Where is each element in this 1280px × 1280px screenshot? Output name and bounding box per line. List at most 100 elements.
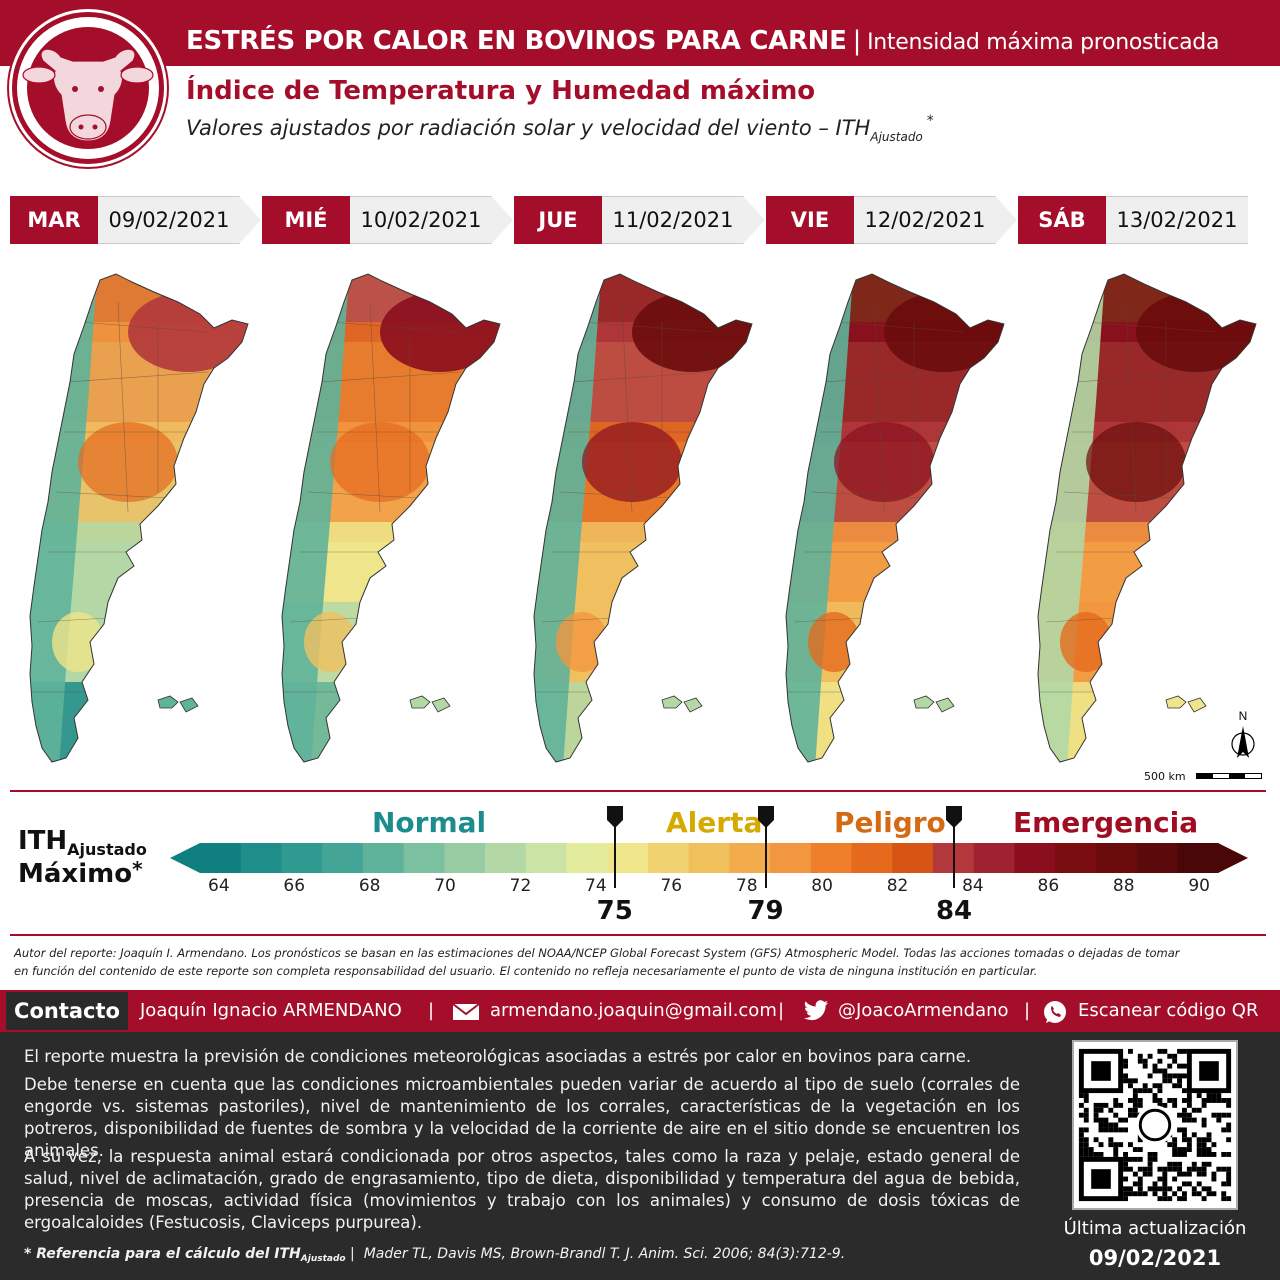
- scale-tick: 68: [358, 876, 381, 896]
- contact-email[interactable]: armendano.joaquin@gmail.com: [490, 1000, 777, 1021]
- whatsapp-icon: [1044, 1001, 1066, 1023]
- category-emergencia: Emergencia: [1013, 806, 1199, 839]
- last-updated-date: 09/02/2021: [1088, 1246, 1222, 1270]
- scale-tick: 74: [585, 876, 607, 896]
- map-scale: 500 km: [1144, 768, 1264, 784]
- day-date: 11/02/2021: [602, 196, 744, 244]
- header-bar: ESTRÉS POR CALOR EN BOVINOS PARA CARNE | I…: [0, 0, 1280, 66]
- color-swatch: [1055, 843, 1097, 873]
- day-date: 12/02/2021: [854, 196, 996, 244]
- cow-head-icon: [22, 48, 154, 142]
- svg-text:N: N: [1239, 709, 1248, 723]
- report-title: ESTRÉS POR CALOR EN BOVINOS PARA CARNE | I…: [186, 26, 1220, 56]
- threshold-value: 75: [596, 896, 633, 926]
- threshold-pin-icon: [757, 806, 774, 888]
- scale-tick: 88: [1112, 876, 1135, 896]
- color-swatch: [1136, 843, 1178, 873]
- threshold-marker: 75: [590, 800, 640, 926]
- color-swatch: [362, 843, 405, 873]
- report-subtitle: Índice de Temperatura y Humedad máximo: [186, 76, 816, 106]
- islands: [913, 695, 935, 709]
- forecast-days: MAR 09/02/2021 MIÉ 10/02/2021 JUE 11/02/202…: [10, 196, 1272, 244]
- info-paragraph-2: Debe tenerse en cuenta que las condicion…: [24, 1075, 1020, 1160]
- divider: [10, 790, 1266, 792]
- threshold-marker: 84: [929, 800, 979, 926]
- day-name: MIÉ: [262, 196, 350, 244]
- legend-title: ITHAjustado Máximo*: [18, 826, 147, 889]
- color-swatch: [810, 843, 853, 873]
- color-swatch: [1177, 843, 1219, 873]
- map-day-5: [1037, 273, 1257, 763]
- day-name: JUE: [514, 196, 602, 244]
- color-swatch: [1095, 843, 1138, 873]
- islands: [409, 695, 431, 709]
- cow-logo: [12, 12, 164, 164]
- islands: [157, 695, 179, 709]
- day-name: VIE: [766, 196, 854, 244]
- color-swatch: [973, 843, 1015, 873]
- disclaimer: Autor del reporte: Joaquín I. Armendano.…: [14, 946, 1180, 978]
- forecast-maps: [0, 262, 1280, 782]
- category-alerta: Alerta: [666, 806, 763, 839]
- scale-tick: 90: [1188, 876, 1210, 896]
- info-paragraph-1: El reporte muestra la previsión de condi…: [24, 1047, 972, 1066]
- north-arrow-icon: N: [1231, 709, 1255, 758]
- color-swatch: [688, 843, 730, 873]
- color-swatch: [485, 843, 527, 873]
- day-name: MAR: [10, 196, 98, 244]
- category-normal: Normal: [372, 806, 487, 839]
- color-swatch: [729, 843, 771, 873]
- scale-tick: 66: [283, 876, 306, 896]
- contact-twitter[interactable]: @JoacoArmendano: [838, 1000, 1009, 1021]
- category-peligro: Peligro: [834, 806, 946, 839]
- scale-tick: 84: [962, 876, 984, 896]
- day-name: SÁB: [1018, 196, 1106, 244]
- color-scale-bar: [170, 843, 1248, 873]
- islands: [1165, 695, 1187, 709]
- contact-qr-text: Escanear código QR: [1078, 1000, 1259, 1021]
- map-day-4: [785, 273, 1005, 763]
- color-swatch: [892, 843, 934, 873]
- scale-tick: 82: [886, 876, 909, 896]
- islands: [661, 695, 683, 709]
- color-swatch: [322, 843, 364, 873]
- info-panel: [0, 1032, 1280, 1280]
- threshold-value: 79: [747, 896, 784, 926]
- day-date: 10/02/2021: [350, 196, 492, 244]
- threshold-pin-icon: [606, 806, 623, 888]
- info-paragraph-3: A su vez, la respuesta animal estará con…: [24, 1147, 1020, 1232]
- threshold-marker: 79: [741, 800, 791, 926]
- color-swatch: [240, 843, 282, 873]
- map-day-1: [29, 273, 249, 763]
- color-swatch: [770, 843, 812, 873]
- qr-code[interactable]: [1072, 1040, 1238, 1210]
- color-swatch: [444, 843, 486, 873]
- scale-tick: 72: [509, 876, 532, 896]
- scale-tick: 80: [811, 876, 833, 896]
- threshold-pin-icon: [946, 806, 963, 888]
- scale-tick: 64: [208, 876, 230, 896]
- color-swatch: [851, 843, 893, 873]
- day-date: 09/02/2021: [98, 196, 240, 244]
- scale-tick: 76: [660, 876, 683, 896]
- last-updated-label: Última actualización: [1063, 1218, 1247, 1239]
- color-swatch: [200, 843, 242, 873]
- report-description: Valores ajustados por radiación solar y …: [186, 113, 934, 144]
- contact-label: Contacto: [6, 992, 128, 1030]
- color-swatch: [281, 843, 323, 873]
- color-swatch: [647, 843, 690, 873]
- contact-name: Joaquín Ignacio ARMENDANO: [140, 1000, 402, 1021]
- contact-bar: Contacto Joaquín Ignacio ARMENDANO | arm…: [0, 990, 1280, 1032]
- divider: [10, 934, 1266, 936]
- reference: * Referencia para el cálculo del ITHAjus…: [24, 1246, 846, 1264]
- color-swatch: [403, 843, 445, 873]
- scale-tick: 86: [1037, 876, 1060, 896]
- color-swatch: [1014, 843, 1056, 873]
- day-date: 13/02/2021: [1106, 196, 1248, 244]
- threshold-value: 84: [935, 896, 973, 926]
- color-swatch: [525, 843, 567, 873]
- map-day-3: [533, 273, 753, 763]
- twitter-icon: [803, 1000, 829, 1021]
- scale-tick: 70: [434, 876, 456, 896]
- map-day-2: [281, 273, 501, 763]
